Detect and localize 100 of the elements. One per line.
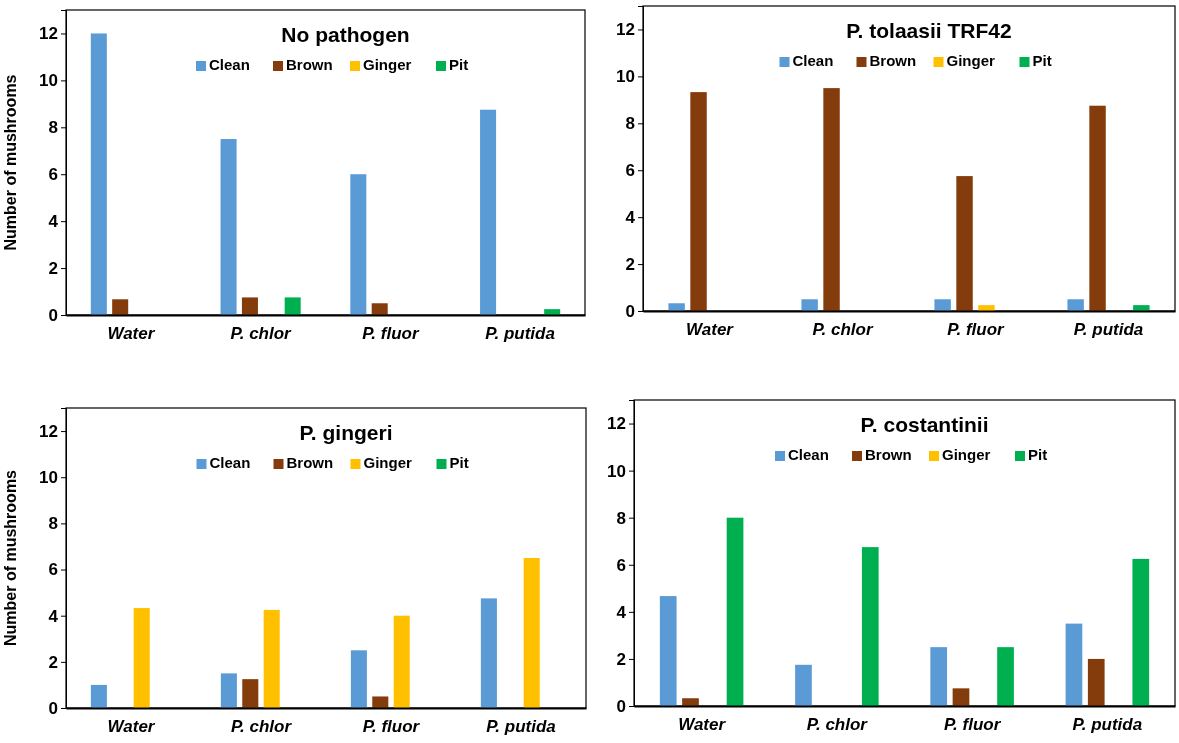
bar xyxy=(795,664,812,706)
x-tick-label: P. chlor xyxy=(812,320,874,340)
x-tick-label: P. chlor xyxy=(230,717,293,737)
bar xyxy=(90,684,107,708)
y-tick-label: 10 xyxy=(607,461,626,481)
legend-label: Brown xyxy=(869,52,917,69)
y-tick-label: 12 xyxy=(607,414,626,434)
y-tick-label: 4 xyxy=(48,212,59,232)
legend-label: Brown xyxy=(286,454,334,471)
bar xyxy=(952,688,970,706)
y-tick-label: 4 xyxy=(625,208,636,228)
bar xyxy=(668,303,685,311)
x-tick-label: Water xyxy=(686,320,735,340)
bar xyxy=(930,647,948,706)
legend-label: Ginger xyxy=(942,446,991,463)
x-tick-label: P. putida xyxy=(1072,715,1143,735)
y-tick-label: 0 xyxy=(625,301,635,321)
y-tick-label: 8 xyxy=(48,118,58,138)
x-tick-label: Water xyxy=(678,715,727,735)
bar xyxy=(801,299,818,311)
bar xyxy=(371,303,388,315)
y-tick-label: 0 xyxy=(616,696,626,716)
bar xyxy=(861,547,879,706)
legend-label: Ginger xyxy=(946,52,995,69)
x-tick-label: P. fluor xyxy=(362,324,420,344)
x-tick-label: P. fluor xyxy=(362,717,421,737)
y-tick-label: 6 xyxy=(48,560,58,580)
legend-label: Clean xyxy=(788,446,829,463)
legend-label: Pit xyxy=(1032,52,1052,69)
x-tick-label: P. chlor xyxy=(230,324,293,344)
bar xyxy=(726,517,744,706)
x-tick-label: Water xyxy=(107,324,156,344)
bar xyxy=(997,647,1014,706)
bar xyxy=(934,299,951,311)
x-tick-label: P. putida xyxy=(1073,320,1144,340)
y-tick-label: 0 xyxy=(48,698,58,718)
bar xyxy=(1132,558,1150,706)
legend-label: Pit xyxy=(1028,446,1048,463)
bar xyxy=(956,176,973,311)
bar xyxy=(659,596,677,706)
y-tick-label: 10 xyxy=(39,468,58,488)
bar xyxy=(220,139,237,315)
bar xyxy=(242,679,259,708)
x-tick-label: P. putida xyxy=(485,324,555,344)
bar xyxy=(978,305,995,311)
legend-label: Pit xyxy=(449,56,469,73)
y-tick-label: 2 xyxy=(48,259,58,279)
bar xyxy=(480,109,497,315)
x-tick-label: P. fluor xyxy=(943,715,1002,735)
y-tick-label: 6 xyxy=(625,161,635,181)
y-tick-label: 0 xyxy=(48,305,58,325)
legend-label: Brown xyxy=(286,56,333,73)
y-tick-label: 12 xyxy=(616,20,635,40)
x-tick-label: P. putida xyxy=(486,717,556,737)
bar xyxy=(682,698,699,706)
bar xyxy=(1065,623,1083,706)
legend-label: Clean xyxy=(792,52,834,69)
bar xyxy=(544,309,561,315)
y-tick-label: 10 xyxy=(616,67,635,87)
bar xyxy=(393,615,410,708)
bar xyxy=(263,609,280,708)
bar xyxy=(690,92,707,311)
y-tick-label: 4 xyxy=(616,602,627,622)
y-tick-label: 4 xyxy=(48,606,59,626)
text: No pathogen xyxy=(281,23,410,46)
bar xyxy=(1089,105,1106,311)
bar xyxy=(133,608,150,708)
y-tick-label: 2 xyxy=(625,255,635,275)
text: P. tolaasii TRF42 xyxy=(846,19,1012,42)
bar xyxy=(350,650,367,708)
y-tick-label: 2 xyxy=(48,652,58,672)
bar xyxy=(480,598,497,708)
bar xyxy=(284,297,301,315)
bar xyxy=(1087,658,1105,706)
legend-label: Ginger xyxy=(363,56,412,73)
legend-label: Ginger xyxy=(363,454,412,471)
y-tick-label: 6 xyxy=(616,555,626,575)
y-tick-label: 2 xyxy=(616,649,626,669)
bar xyxy=(1067,299,1084,311)
x-tick-label: P. fluor xyxy=(947,320,1006,340)
y-axis-title: Number of mushrooms xyxy=(2,469,19,647)
bar xyxy=(90,33,107,315)
bar xyxy=(241,297,258,315)
x-tick-label: P. chlor xyxy=(806,715,869,735)
text: P. gingeri xyxy=(299,421,393,444)
y-tick-label: 10 xyxy=(39,71,58,91)
legend-label: Clean xyxy=(209,454,251,471)
text: P. costantinii xyxy=(860,413,989,436)
y-tick-label: 12 xyxy=(39,422,58,442)
legend-label: Clean xyxy=(209,56,250,73)
bar xyxy=(823,88,840,311)
y-tick-label: 8 xyxy=(48,514,58,534)
bar xyxy=(112,299,129,315)
y-axis-title: Number of mushrooms xyxy=(2,74,19,251)
bar xyxy=(350,174,367,315)
y-tick-label: 6 xyxy=(48,165,58,185)
bar xyxy=(372,696,389,708)
y-tick-label: 12 xyxy=(39,24,58,44)
bar xyxy=(1133,305,1150,311)
y-tick-label: 8 xyxy=(616,508,626,528)
